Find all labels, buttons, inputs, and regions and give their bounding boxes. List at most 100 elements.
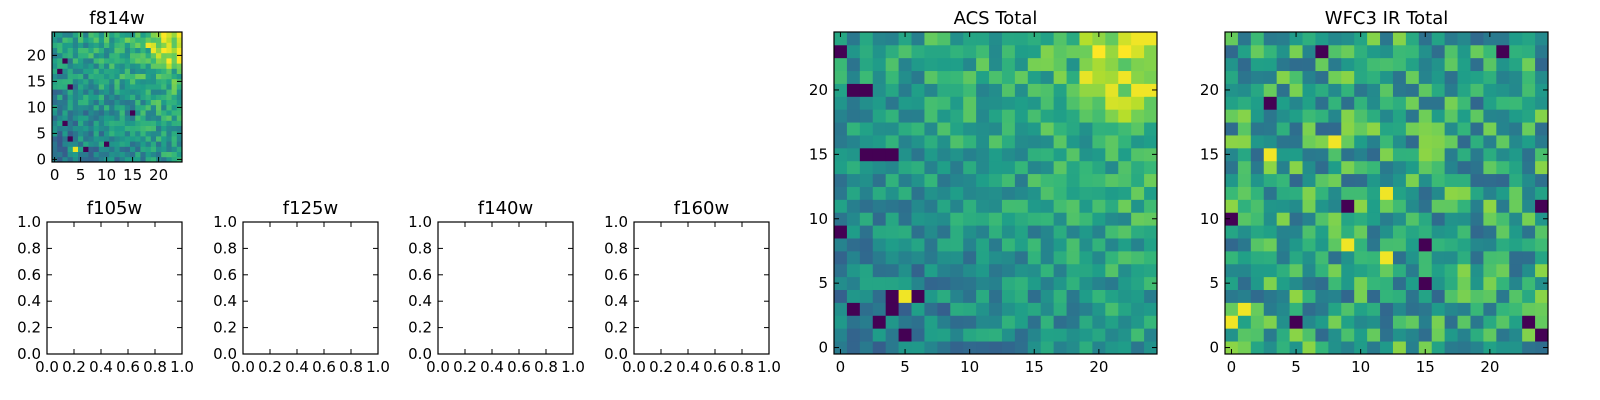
- heatmap-cell: [1509, 315, 1523, 329]
- heatmap-cell: [1053, 160, 1067, 175]
- heatmap-cell: [911, 186, 925, 200]
- heatmap-cell: [88, 151, 94, 158]
- heatmap-cell: [62, 99, 68, 106]
- heatmap-cell: [1315, 70, 1329, 84]
- heatmap-cell: [1289, 83, 1303, 97]
- subplot-title: f140w: [478, 198, 533, 219]
- heatmap-cell: [1535, 44, 1549, 59]
- heatmap-cell: [1105, 96, 1119, 110]
- heatmap-cell: [911, 160, 925, 175]
- heatmap-cell: [145, 84, 152, 90]
- heatmap-cell: [834, 160, 848, 175]
- heatmap-cell: [1328, 276, 1342, 290]
- axes-frame: [633, 221, 770, 355]
- heatmap-cell: [1053, 276, 1067, 290]
- heatmap-cell: [859, 238, 874, 252]
- heatmap-cell: [1354, 109, 1368, 123]
- heatmap-cell: [104, 63, 110, 69]
- heatmap-cell: [872, 186, 887, 200]
- heatmap-cell: [1470, 44, 1484, 59]
- heatmap-cell: [62, 47, 68, 54]
- heatmap-cell: [1225, 276, 1239, 290]
- heatmap-cell: [1509, 250, 1523, 265]
- heatmap-cell: [83, 78, 89, 85]
- heatmap-cell: [1380, 44, 1394, 59]
- heatmap-cell: [1522, 225, 1536, 239]
- heatmap-cell: [57, 115, 63, 121]
- heatmap-cell: [1276, 186, 1290, 200]
- heatmap-cell: [176, 151, 183, 158]
- heatmap-cell: [1457, 212, 1471, 226]
- heatmap-cell: [859, 44, 874, 59]
- heatmap-cell: [140, 110, 146, 116]
- heatmap-cell: [1392, 83, 1407, 97]
- heatmap-cell: [150, 89, 157, 95]
- heatmap-cell: [83, 42, 89, 48]
- heatmap-cell: [1341, 70, 1355, 84]
- heatmap-cell: [1431, 199, 1446, 213]
- heatmap-cell: [1053, 122, 1067, 136]
- heatmap-cell: [124, 99, 131, 106]
- heatmap-cell: [1483, 238, 1497, 252]
- heatmap-cell: [166, 68, 172, 74]
- heatmap-cell: [57, 136, 63, 142]
- heatmap-cell: [1315, 173, 1329, 187]
- heatmap-cell: [1027, 96, 1042, 110]
- heatmap-cell: [1483, 173, 1497, 187]
- heatmap-cell: [166, 73, 172, 80]
- heatmap-cell: [898, 160, 912, 175]
- heatmap-cell: [885, 186, 899, 200]
- heatmap-cell: [88, 84, 94, 90]
- heatmap-cell: [1092, 57, 1106, 72]
- heatmap-cell: [989, 199, 1003, 213]
- heatmap-cell: [78, 47, 84, 54]
- heatmap-cell: [989, 173, 1003, 187]
- heatmap-cell: [52, 94, 58, 100]
- heatmap-cell: [130, 63, 136, 69]
- heatmap-cell: [1522, 135, 1536, 149]
- heatmap-cell: [1131, 44, 1145, 59]
- heatmap-cell: [976, 328, 990, 342]
- heatmap-cell: [1040, 225, 1055, 239]
- heatmap-cell: [1328, 315, 1342, 329]
- heatmap-cell: [898, 289, 912, 303]
- heatmap-cell: [1470, 276, 1484, 290]
- heatmap-cell: [1289, 238, 1303, 252]
- heatmap-cell: [171, 42, 178, 48]
- heatmap-cell: [1328, 302, 1342, 316]
- heatmap-cell: [1470, 199, 1484, 213]
- heatmap-cell: [924, 135, 938, 149]
- heatmap-cell: [166, 94, 172, 100]
- heatmap-cell: [1001, 302, 1016, 316]
- heatmap-cell: [1496, 263, 1510, 278]
- heatmap-cell: [145, 125, 152, 132]
- heatmap-cell: [1118, 263, 1132, 278]
- heatmap-cell: [1014, 238, 1029, 252]
- heatmap-cell: [1522, 83, 1536, 97]
- heatmap-cell: [846, 212, 861, 226]
- heatmap-cell: [1263, 173, 1278, 187]
- heatmap-cell: [1483, 57, 1497, 72]
- heatmap-cell: [135, 52, 141, 59]
- heatmap-cell: [1001, 186, 1016, 200]
- heatmap-cell: [1457, 109, 1471, 123]
- heatmap-cell: [1053, 328, 1067, 342]
- heatmap-cell: [1522, 109, 1536, 123]
- heatmap-cell: [72, 125, 79, 132]
- heatmap-cell: [1302, 122, 1316, 136]
- heatmap-cell: [124, 141, 131, 147]
- heatmap-cell: [1014, 263, 1029, 278]
- heatmap-cell: [1144, 328, 1158, 342]
- heatmap-cell: [1250, 212, 1265, 226]
- heatmap-cell: [176, 120, 183, 126]
- heatmap-cell: [52, 110, 58, 116]
- heatmap-cell: [950, 57, 964, 72]
- heatmap-cell: [1001, 341, 1016, 355]
- heatmap-cell: [1066, 44, 1080, 59]
- subplot-title: ACS Total: [954, 8, 1038, 29]
- heatmap-cell: [1470, 173, 1484, 187]
- heatmap-cell: [119, 58, 126, 64]
- heatmap-cell: [72, 37, 79, 43]
- heatmap-cell: [150, 125, 157, 132]
- heatmap-cell: [1483, 212, 1497, 226]
